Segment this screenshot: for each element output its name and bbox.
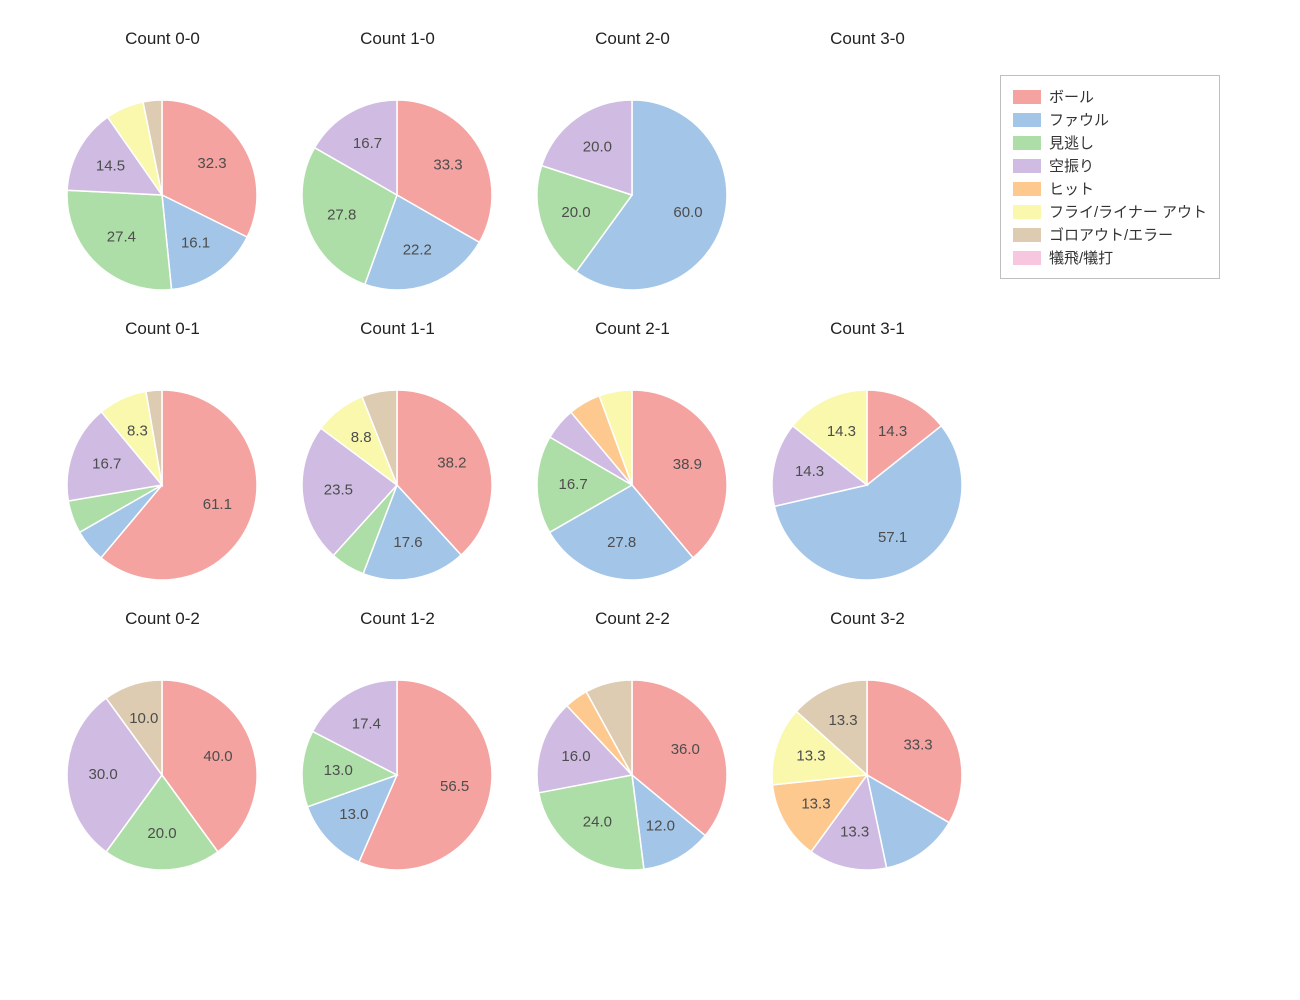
- slice-label: 24.0: [583, 814, 612, 831]
- slice-label: 10.0: [129, 710, 158, 727]
- legend-label: ヒット: [1049, 178, 1094, 199]
- legend-swatch: [1013, 136, 1041, 150]
- pie-chart: Count 2-138.927.816.7: [515, 310, 750, 600]
- slice-label: 14.3: [795, 463, 824, 480]
- slice-label: 57.1: [878, 529, 907, 546]
- legend-swatch: [1013, 228, 1041, 242]
- slice-label: 60.0: [673, 204, 702, 221]
- legend-swatch: [1013, 159, 1041, 173]
- pie-chart: Count 1-033.322.227.816.7: [280, 20, 515, 310]
- pie-chart: Count 0-032.316.127.414.5: [45, 20, 280, 310]
- pie-chart: Count 3-114.357.114.314.3: [750, 310, 985, 600]
- slice-label: 20.0: [147, 825, 176, 842]
- pie-chart: Count 1-138.217.623.58.8: [280, 310, 515, 600]
- pie-chart: Count 2-060.020.020.0: [515, 20, 750, 310]
- slice-label: 22.2: [403, 241, 432, 258]
- slice-label: 13.0: [339, 806, 368, 823]
- legend-item: 空振り: [1013, 155, 1207, 176]
- pie-svg: 38.2 17.6 23.5 8.8: [280, 310, 515, 600]
- legend-swatch: [1013, 90, 1041, 104]
- legend-label: 見逃し: [1049, 132, 1094, 153]
- slice-label: 17.4: [352, 716, 381, 733]
- pie-chart: Count 0-161.116.78.3: [45, 310, 280, 600]
- legend-label: ゴロアウト/エラー: [1049, 224, 1173, 245]
- pie-chart: Count 1-256.513.013.017.4: [280, 600, 515, 890]
- slice-label: 13.3: [801, 795, 830, 812]
- legend-label: 空振り: [1049, 155, 1094, 176]
- slice-label: 14.3: [827, 423, 856, 440]
- slice-label: 16.7: [92, 455, 121, 472]
- slice-label: 27.4: [107, 229, 136, 246]
- slice-label: 33.3: [903, 737, 932, 754]
- legend: ボールファウル見逃し空振りヒットフライ/ライナー アウトゴロアウト/エラー犠飛/…: [1000, 75, 1220, 279]
- legend-swatch: [1013, 182, 1041, 196]
- slice-label: 13.3: [828, 712, 857, 729]
- pie-svg: 40.0 20.0 30.0 10.0: [45, 600, 280, 890]
- pie-svg: 60.0 20.0 20.0: [515, 20, 750, 310]
- slice-label: 38.2: [437, 455, 466, 472]
- legend-swatch: [1013, 113, 1041, 127]
- legend-item: フライ/ライナー アウト: [1013, 201, 1207, 222]
- legend-swatch: [1013, 251, 1041, 265]
- slice-label: 16.1: [181, 234, 210, 251]
- pie-svg: 32.3 16.1 27.4 14.5: [45, 20, 280, 310]
- legend-label: ファウル: [1049, 109, 1109, 130]
- legend-label: 犠飛/犠打: [1049, 247, 1113, 268]
- slice-label: 17.6: [393, 534, 422, 551]
- slice-label: 16.0: [561, 748, 590, 765]
- legend-item: 犠飛/犠打: [1013, 247, 1207, 268]
- slice-label: 36.0: [671, 741, 700, 758]
- pie-svg: 33.3 13.3 13.3 13.3 13.3: [750, 600, 985, 890]
- pie-chart: Count 0-240.020.030.010.0: [45, 600, 280, 890]
- legend-item: ボール: [1013, 86, 1207, 107]
- slice-label: 61.1: [203, 496, 232, 513]
- pie-svg: 33.3 22.2 27.8 16.7: [280, 20, 515, 310]
- slice-label: 16.7: [353, 135, 382, 152]
- legend-label: フライ/ライナー アウト: [1049, 201, 1207, 222]
- pie-svg: 38.9 27.8 16.7: [515, 310, 750, 600]
- legend-swatch: [1013, 205, 1041, 219]
- pie-chart: Count 3-233.313.313.313.313.3: [750, 600, 985, 890]
- slice-label: 27.8: [607, 534, 636, 551]
- slice-label: 14.5: [96, 157, 125, 174]
- legend-item: ファウル: [1013, 109, 1207, 130]
- slice-label: 27.8: [327, 206, 356, 223]
- slice-label: 38.9: [673, 456, 702, 473]
- slice-label: 8.3: [127, 422, 148, 439]
- slice-label: 8.8: [351, 429, 372, 446]
- slice-label: 56.5: [440, 778, 469, 795]
- chart-grid: Count 0-032.316.127.414.5Count 1-033.322…: [0, 0, 1300, 1000]
- chart-title: Count 3-0: [750, 29, 985, 49]
- pie-chart: Count 3-0: [750, 20, 985, 310]
- slice-label: 20.0: [561, 204, 590, 221]
- slice-label: 12.0: [646, 818, 675, 835]
- slice-label: 40.0: [203, 748, 232, 765]
- slice-label: 13.3: [796, 748, 825, 765]
- legend-item: ゴロアウト/エラー: [1013, 224, 1207, 245]
- legend-item: 見逃し: [1013, 132, 1207, 153]
- slice-label: 13.0: [324, 762, 353, 779]
- slice-label: 23.5: [324, 482, 353, 499]
- slice-label: 16.7: [558, 476, 587, 493]
- pie-svg: 56.5 13.0 13.0 17.4: [280, 600, 515, 890]
- pie-svg: 36.0 12.0 24.0 16.0: [515, 600, 750, 890]
- slice-label: 30.0: [88, 766, 117, 783]
- slice-label: 33.3: [433, 156, 462, 173]
- pie-svg: 61.1 16.7 8.3: [45, 310, 280, 600]
- legend-item: ヒット: [1013, 178, 1207, 199]
- slice-label: 32.3: [197, 155, 226, 172]
- slice-label: 13.3: [840, 824, 869, 841]
- pie-svg: 14.3 57.1 14.3 14.3: [750, 310, 985, 600]
- pie-chart: Count 2-236.012.024.016.0: [515, 600, 750, 890]
- slice-label: 20.0: [583, 138, 612, 155]
- legend-label: ボール: [1049, 86, 1094, 107]
- slice-label: 14.3: [878, 423, 907, 440]
